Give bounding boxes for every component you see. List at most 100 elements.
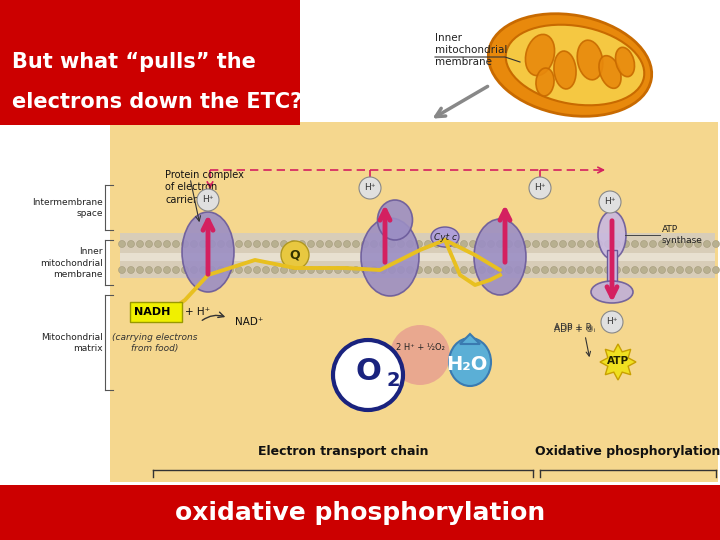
Text: Oxidative phosphorylation: Oxidative phosphorylation xyxy=(535,445,720,458)
Circle shape xyxy=(713,240,719,247)
Circle shape xyxy=(245,267,251,273)
Ellipse shape xyxy=(431,227,459,247)
Circle shape xyxy=(359,177,381,199)
Circle shape xyxy=(529,177,551,199)
Text: oxidative phosphorylation: oxidative phosphorylation xyxy=(175,501,545,525)
Circle shape xyxy=(137,267,143,273)
Circle shape xyxy=(469,267,477,273)
Circle shape xyxy=(197,189,219,211)
Circle shape xyxy=(155,267,161,273)
Circle shape xyxy=(533,240,539,247)
Circle shape xyxy=(397,240,405,247)
Circle shape xyxy=(379,267,387,273)
Circle shape xyxy=(605,267,611,273)
Circle shape xyxy=(659,267,665,273)
Circle shape xyxy=(703,240,711,247)
Ellipse shape xyxy=(505,25,644,105)
Ellipse shape xyxy=(361,218,419,296)
Circle shape xyxy=(425,240,431,247)
Text: H⁺: H⁺ xyxy=(202,195,214,204)
Circle shape xyxy=(361,240,369,247)
Circle shape xyxy=(137,240,143,247)
Circle shape xyxy=(541,267,549,273)
Ellipse shape xyxy=(577,40,603,80)
Text: (carrying electrons
from food): (carrying electrons from food) xyxy=(112,333,198,353)
Circle shape xyxy=(533,267,539,273)
Circle shape xyxy=(397,267,405,273)
Text: electrons down the ETC?: electrons down the ETC? xyxy=(12,92,302,112)
Circle shape xyxy=(505,267,513,273)
Text: H⁺: H⁺ xyxy=(606,317,618,326)
Circle shape xyxy=(209,267,215,273)
Circle shape xyxy=(325,267,333,273)
Circle shape xyxy=(551,267,557,273)
Circle shape xyxy=(343,240,351,247)
Circle shape xyxy=(659,240,665,247)
Circle shape xyxy=(631,267,639,273)
Circle shape xyxy=(667,267,675,273)
Circle shape xyxy=(569,267,575,273)
Circle shape xyxy=(443,267,449,273)
Circle shape xyxy=(155,240,161,247)
Bar xyxy=(0,485,720,540)
Circle shape xyxy=(505,240,513,247)
Circle shape xyxy=(425,267,431,273)
Ellipse shape xyxy=(591,281,633,303)
Ellipse shape xyxy=(377,200,413,240)
Text: NAD⁺: NAD⁺ xyxy=(235,317,264,327)
Circle shape xyxy=(333,340,403,410)
Circle shape xyxy=(599,191,621,213)
Circle shape xyxy=(433,267,441,273)
Circle shape xyxy=(307,267,315,273)
Circle shape xyxy=(289,267,297,273)
Circle shape xyxy=(217,240,225,247)
Text: H⁺: H⁺ xyxy=(364,183,376,192)
Text: Cyt c: Cyt c xyxy=(433,233,456,241)
Circle shape xyxy=(613,240,621,247)
Ellipse shape xyxy=(526,35,554,76)
Circle shape xyxy=(601,311,623,333)
Bar xyxy=(120,256,715,278)
Circle shape xyxy=(191,267,197,273)
Circle shape xyxy=(407,240,413,247)
Circle shape xyxy=(497,240,503,247)
Circle shape xyxy=(677,267,683,273)
Polygon shape xyxy=(460,334,480,344)
Circle shape xyxy=(253,267,261,273)
Circle shape xyxy=(235,267,243,273)
Ellipse shape xyxy=(449,338,491,386)
Circle shape xyxy=(127,267,135,273)
Circle shape xyxy=(667,240,675,247)
Circle shape xyxy=(163,240,171,247)
Text: 2 H⁺ + ½O₂: 2 H⁺ + ½O₂ xyxy=(395,343,444,353)
Circle shape xyxy=(235,240,243,247)
Circle shape xyxy=(461,267,467,273)
Circle shape xyxy=(163,267,171,273)
Circle shape xyxy=(415,267,423,273)
Circle shape xyxy=(523,240,531,247)
Circle shape xyxy=(289,240,297,247)
Ellipse shape xyxy=(616,48,634,77)
Circle shape xyxy=(497,267,503,273)
Bar xyxy=(120,253,715,261)
Circle shape xyxy=(559,267,567,273)
Circle shape xyxy=(677,240,683,247)
Circle shape xyxy=(361,267,369,273)
Circle shape xyxy=(271,240,279,247)
Bar xyxy=(0,0,300,125)
Text: H⁺: H⁺ xyxy=(604,197,616,206)
Circle shape xyxy=(263,267,269,273)
Circle shape xyxy=(317,267,323,273)
Circle shape xyxy=(353,267,359,273)
Ellipse shape xyxy=(536,68,554,96)
Circle shape xyxy=(631,240,639,247)
Text: Electron transport chain: Electron transport chain xyxy=(258,445,428,458)
Text: NADH: NADH xyxy=(134,307,171,317)
Bar xyxy=(130,302,182,322)
Circle shape xyxy=(451,240,459,247)
Circle shape xyxy=(199,267,207,273)
Circle shape xyxy=(181,240,189,247)
Text: But what “pulls” the: But what “pulls” the xyxy=(12,52,256,72)
Circle shape xyxy=(263,240,269,247)
Circle shape xyxy=(343,267,351,273)
